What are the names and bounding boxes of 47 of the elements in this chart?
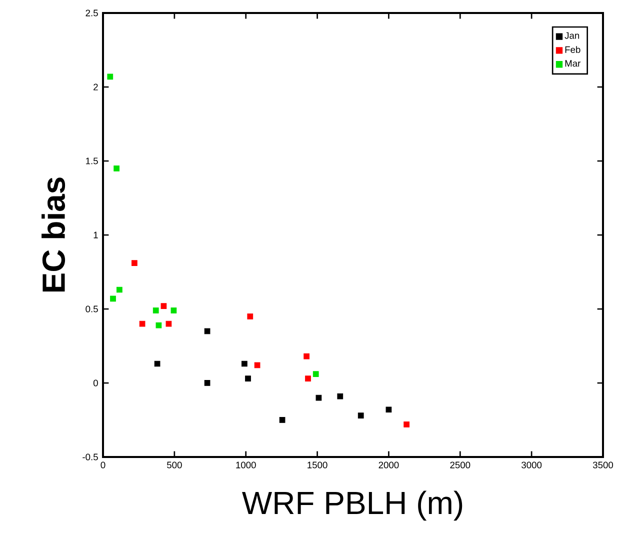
point [139,320,146,327]
point [114,165,120,172]
x-tick-label: 2500 [450,462,470,468]
y-tick-label: 2.5 [86,10,98,16]
x-tick-label: 1000 [236,462,256,468]
point [166,320,172,327]
y-axis-title: EC bias [42,178,66,292]
point [116,286,122,293]
point [110,296,116,302]
point [254,362,260,368]
point [316,394,322,401]
point [156,322,162,328]
point [386,406,392,413]
point [154,360,160,367]
point [279,417,286,423]
legend-label: Jan [564,32,580,39]
point [245,376,251,382]
y-tick-label: 0 [93,380,98,386]
point [160,303,167,309]
point [131,260,138,266]
y-tick-label: 1.5 [86,158,98,164]
x-axis-title: WRF PBLH (m) [242,490,462,521]
point [204,328,210,334]
x-tick-label: 3000 [522,462,542,468]
x-tick-label: 500 [167,462,182,468]
x-tick-label: 2000 [378,462,399,468]
legend-label: Mar [565,60,580,67]
x-tick-label: 1500 [308,462,328,468]
point [312,371,319,378]
point [305,376,311,382]
y-tick-label: 2 [94,84,98,90]
x-tick-label: 0 [100,462,106,468]
point [358,412,364,418]
point [404,421,410,428]
point [241,360,248,367]
legend-label: Feb [565,46,580,53]
x-tick-label: 3500 [592,462,614,468]
y-tick-label: 0.5 [86,306,98,312]
point [247,313,254,320]
point [204,380,210,386]
point [337,393,344,400]
y-tick-label: -0.5 [82,454,98,460]
point [304,353,310,360]
point [107,74,114,80]
point [170,308,177,314]
y-tick-label: 1 [94,232,98,238]
point [152,308,159,314]
